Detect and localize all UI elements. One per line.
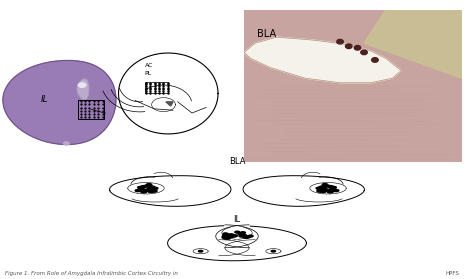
Circle shape: [320, 188, 326, 190]
Circle shape: [331, 186, 337, 189]
Circle shape: [148, 191, 154, 193]
Circle shape: [318, 187, 323, 189]
Circle shape: [153, 187, 158, 189]
Circle shape: [328, 186, 333, 188]
Circle shape: [239, 235, 244, 237]
Circle shape: [328, 190, 333, 192]
Polygon shape: [166, 102, 173, 106]
Circle shape: [78, 83, 86, 87]
Circle shape: [222, 235, 227, 237]
Circle shape: [145, 189, 150, 191]
Circle shape: [223, 237, 228, 239]
Circle shape: [324, 185, 330, 187]
Circle shape: [232, 235, 237, 237]
Polygon shape: [77, 79, 89, 99]
Circle shape: [228, 234, 233, 236]
Circle shape: [151, 187, 156, 189]
Circle shape: [240, 232, 246, 234]
Circle shape: [146, 184, 152, 186]
Circle shape: [354, 45, 361, 50]
Circle shape: [222, 236, 227, 238]
Circle shape: [152, 190, 157, 192]
Circle shape: [321, 187, 326, 189]
Circle shape: [238, 233, 243, 235]
Circle shape: [141, 191, 146, 193]
Circle shape: [64, 142, 69, 145]
Polygon shape: [168, 226, 306, 261]
Polygon shape: [109, 176, 231, 206]
Circle shape: [271, 250, 275, 252]
Circle shape: [148, 188, 154, 190]
Circle shape: [361, 50, 367, 55]
Circle shape: [141, 190, 146, 192]
Circle shape: [149, 186, 155, 188]
Circle shape: [318, 190, 323, 192]
Text: IL: IL: [233, 215, 241, 224]
Circle shape: [223, 233, 228, 235]
Circle shape: [248, 235, 253, 237]
Polygon shape: [128, 182, 164, 194]
Circle shape: [322, 184, 328, 186]
Text: Figure 1. From Role of Amygdala Infralimbic Cortex Circuitry in: Figure 1. From Role of Amygdala Infralim…: [5, 271, 178, 276]
Circle shape: [139, 188, 144, 190]
Circle shape: [246, 236, 251, 238]
Bar: [78, 100, 104, 119]
Circle shape: [141, 190, 146, 192]
Polygon shape: [3, 61, 116, 145]
Polygon shape: [266, 249, 281, 254]
Circle shape: [320, 187, 326, 189]
Text: IL: IL: [40, 95, 48, 104]
Polygon shape: [244, 10, 462, 162]
Polygon shape: [118, 53, 218, 134]
Circle shape: [148, 187, 154, 189]
Circle shape: [316, 187, 321, 189]
Text: PL: PL: [145, 71, 152, 76]
Circle shape: [346, 44, 352, 49]
Bar: [145, 82, 168, 93]
Circle shape: [372, 58, 378, 62]
Circle shape: [137, 186, 143, 189]
Circle shape: [333, 189, 339, 192]
Circle shape: [235, 231, 240, 233]
Circle shape: [224, 236, 229, 238]
Polygon shape: [225, 225, 258, 248]
Polygon shape: [310, 182, 346, 194]
Circle shape: [144, 185, 150, 187]
Circle shape: [148, 187, 153, 189]
Circle shape: [141, 186, 146, 188]
Text: HPFS: HPFS: [446, 271, 460, 276]
Circle shape: [242, 234, 246, 236]
Circle shape: [324, 189, 329, 191]
Circle shape: [243, 236, 248, 238]
Circle shape: [229, 235, 234, 237]
Text: AC: AC: [145, 63, 153, 68]
Circle shape: [232, 235, 237, 237]
Circle shape: [317, 190, 322, 192]
Polygon shape: [216, 225, 249, 248]
Circle shape: [328, 190, 333, 192]
Circle shape: [224, 234, 229, 236]
Text: BLA: BLA: [257, 29, 276, 39]
Text: BLA: BLA: [229, 157, 245, 166]
Circle shape: [142, 190, 147, 192]
Polygon shape: [364, 10, 462, 78]
Circle shape: [199, 250, 203, 252]
Circle shape: [320, 191, 326, 193]
Polygon shape: [244, 37, 401, 83]
Circle shape: [229, 234, 234, 236]
Polygon shape: [243, 176, 365, 206]
Circle shape: [225, 234, 229, 236]
Circle shape: [337, 39, 343, 44]
Circle shape: [244, 237, 249, 238]
Circle shape: [327, 190, 332, 192]
Circle shape: [151, 190, 156, 192]
Circle shape: [330, 188, 335, 190]
Circle shape: [319, 186, 325, 188]
Polygon shape: [193, 249, 208, 254]
Circle shape: [328, 191, 333, 193]
Circle shape: [135, 189, 141, 192]
Circle shape: [226, 237, 230, 239]
